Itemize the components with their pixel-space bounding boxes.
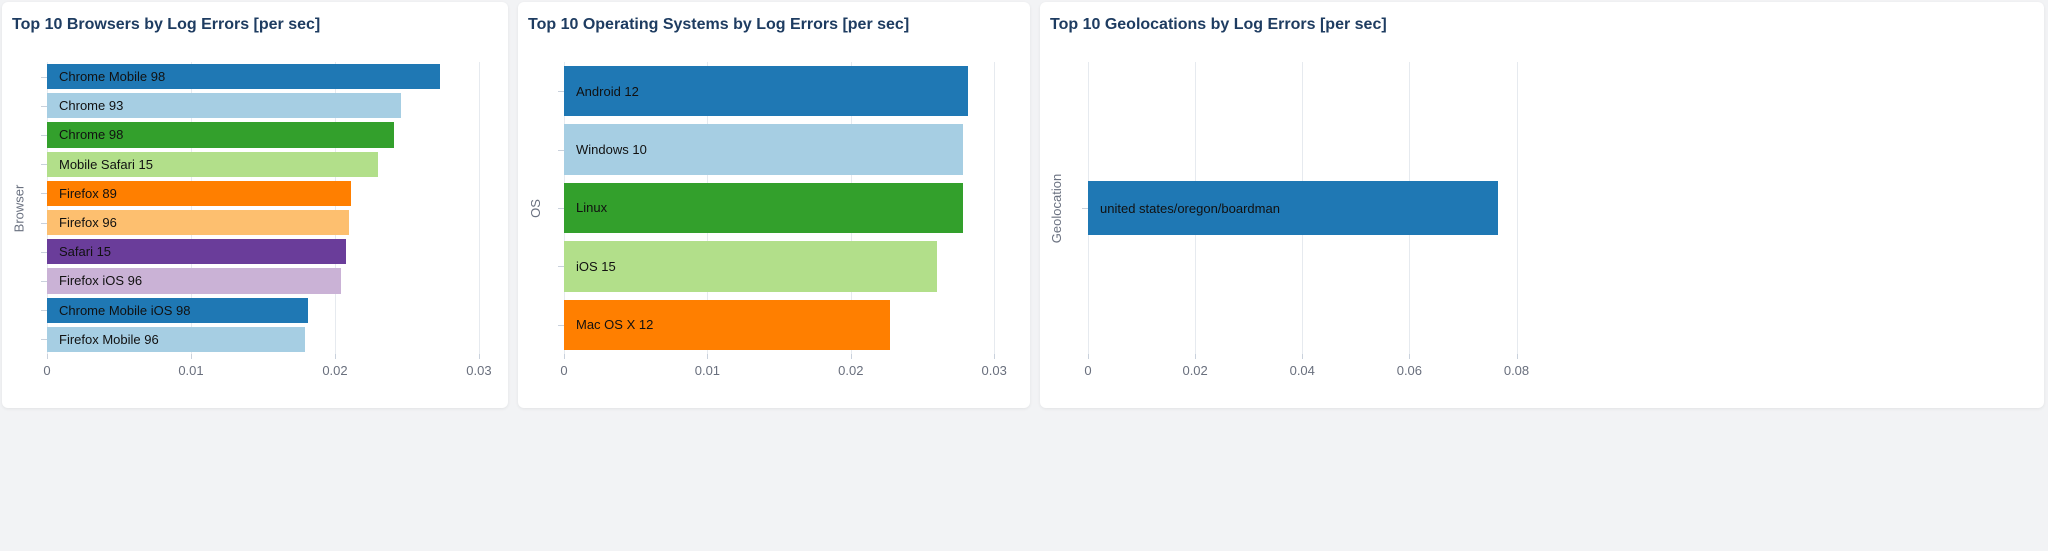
x-axis-tick — [564, 354, 565, 359]
bar-firefox-mobile-96[interactable]: Firefox Mobile 96 — [47, 326, 305, 352]
x-tick-label: 0.01 — [694, 363, 721, 378]
x-tick-label: 0.06 — [1396, 363, 1423, 378]
panel-title-operating-systems: Top 10 Operating Systems by Log Errors [… — [528, 16, 910, 33]
y-axis-tick — [41, 105, 47, 107]
y-axis-tick — [558, 324, 564, 326]
x-tick-label: 0.03 — [981, 363, 1007, 378]
bar-label: Chrome Mobile iOS 98 — [59, 302, 191, 318]
bar-label: Windows 10 — [576, 142, 647, 158]
x-axis-tick — [1516, 354, 1518, 359]
plot-area-operating-systems: 0 0.01 0.02 0.03 Android 12 Windows 10 Linux iO… — [558, 62, 1020, 378]
x-tick-label: 0.08 — [1503, 363, 1530, 378]
y-axis-tick — [41, 222, 47, 224]
bar-mac-os-x-12[interactable]: Mac OS X 12 — [564, 299, 890, 350]
panel-title-browsers: Top 10 Browsers by Log Errors [per sec] — [12, 16, 321, 33]
x-axis-tick — [1409, 354, 1411, 359]
x-tick-label: 0 — [1084, 363, 1092, 378]
bar-label: Firefox Mobile 96 — [59, 331, 159, 347]
y-axis-tick — [41, 193, 47, 195]
bar-mobile-safari-15[interactable]: Mobile Safari 15 — [47, 151, 379, 177]
panel-title-geolocations: Top 10 Geolocations by Log Errors [per s… — [1050, 16, 1387, 33]
bar-safari-15[interactable]: Safari 15 — [47, 239, 347, 265]
gridline — [994, 62, 996, 354]
y-axis-title-os: OS — [527, 198, 543, 218]
y-axis-tick — [41, 135, 47, 136]
bar-label: Chrome Mobile 98 — [59, 69, 166, 85]
y-axis-tick — [558, 91, 564, 93]
bar-firefox-89[interactable]: Firefox 89 — [47, 180, 351, 206]
bar-label: Linux — [576, 200, 608, 216]
panel-browsers: Top 10 Browsers by Log Errors [per sec] … — [2, 2, 508, 408]
x-axis-tick — [1195, 354, 1197, 359]
y-axis-title-wrap: Browser — [6, 62, 32, 354]
y-axis-tick — [1082, 208, 1088, 209]
bar-label: Firefox 96 — [59, 215, 117, 231]
y-axis-title-wrap: Geolocation — [1044, 62, 1070, 354]
y-axis-tick — [41, 164, 47, 166]
bar-label: Mac OS X 12 — [576, 317, 654, 333]
y-axis-tick — [41, 251, 47, 253]
bar-label: Safari 15 — [59, 244, 112, 260]
plot-area-browsers: 0 0.01 0.02 0.03 Chrome Mobile 98 Chrome 93 Ch… — [41, 62, 502, 378]
bar-android-12[interactable]: Android 12 — [564, 66, 969, 117]
x-axis-tick — [850, 354, 852, 359]
x-axis-tick — [47, 354, 48, 359]
bar-label: united states/oregon/boardman — [1100, 200, 1280, 216]
gridline — [478, 62, 480, 354]
y-axis-tick — [558, 208, 564, 209]
plot-area-geolocations: 0 0.02 0.04 0.06 0.08 united states/oregon/bo… — [1082, 62, 2020, 378]
x-tick-label: 0 — [43, 363, 51, 378]
bar-chrome-mobile-98[interactable]: Chrome Mobile 98 — [47, 64, 441, 90]
x-tick-label: 0.04 — [1289, 363, 1315, 378]
bar-united-states-oregon-boardman[interactable]: united states/oregon/boardman — [1088, 181, 1498, 235]
y-axis-tick — [41, 76, 47, 78]
y-axis-tick — [41, 310, 47, 312]
x-tick-label: 0.02 — [838, 363, 864, 378]
x-axis-tick — [1302, 354, 1304, 359]
x-tick-label: 0 — [560, 363, 568, 378]
panel-geolocations: Top 10 Geolocations by Log Errors [per s… — [1040, 2, 2044, 408]
bar-label: Chrome 93 — [59, 98, 124, 114]
x-tick-label: 0.03 — [466, 363, 492, 378]
gridline — [190, 62, 192, 354]
bar-chrome-98[interactable]: Chrome 98 — [47, 122, 394, 148]
gridline — [334, 62, 336, 354]
x-tick-label: 0.02 — [322, 363, 348, 378]
y-axis-tick — [41, 281, 47, 282]
x-axis-tick — [190, 354, 192, 359]
bar-firefox-ios-96[interactable]: Firefox iOS 96 — [47, 268, 341, 294]
bar-label: Firefox iOS 96 — [59, 273, 143, 289]
x-axis-tick — [1088, 354, 1089, 359]
gridline — [1516, 62, 1518, 354]
y-axis-tick — [558, 149, 564, 151]
bar-label: iOS 15 — [576, 258, 616, 274]
bar-label: Android 12 — [576, 83, 639, 99]
gridline — [47, 62, 48, 354]
y-axis-tick — [558, 266, 564, 268]
x-axis-tick — [478, 354, 480, 359]
x-axis-tick — [994, 354, 996, 359]
x-tick-label: 0.01 — [178, 363, 204, 378]
y-axis-title-geolocation: Geolocation — [1049, 173, 1065, 243]
x-axis-tick — [334, 354, 336, 359]
bar-linux[interactable]: Linux — [564, 182, 963, 234]
bar-ios-15[interactable]: iOS 15 — [564, 241, 937, 292]
panel-operating-systems: Top 10 Operating Systems by Log Errors [… — [518, 2, 1030, 408]
bar-label: Mobile Safari 15 — [59, 156, 153, 172]
bar-chrome-93[interactable]: Chrome 93 — [47, 93, 402, 119]
y-axis-title-browser: Browser — [11, 184, 27, 232]
bar-chrome-mobile-ios-98[interactable]: Chrome Mobile iOS 98 — [47, 297, 308, 323]
y-axis-tick — [41, 339, 47, 341]
x-tick-label: 0.02 — [1182, 363, 1208, 378]
dashboard-panels: Top 10 Browsers by Log Errors [per sec] … — [2, 2, 2046, 408]
y-axis-title-wrap: OS — [522, 62, 548, 354]
bar-label: Firefox 89 — [59, 185, 117, 201]
bar-firefox-96[interactable]: Firefox 96 — [47, 210, 350, 236]
bar-label: Chrome 98 — [59, 127, 124, 143]
x-axis-tick — [707, 354, 709, 359]
bar-windows-10[interactable]: Windows 10 — [564, 124, 963, 175]
